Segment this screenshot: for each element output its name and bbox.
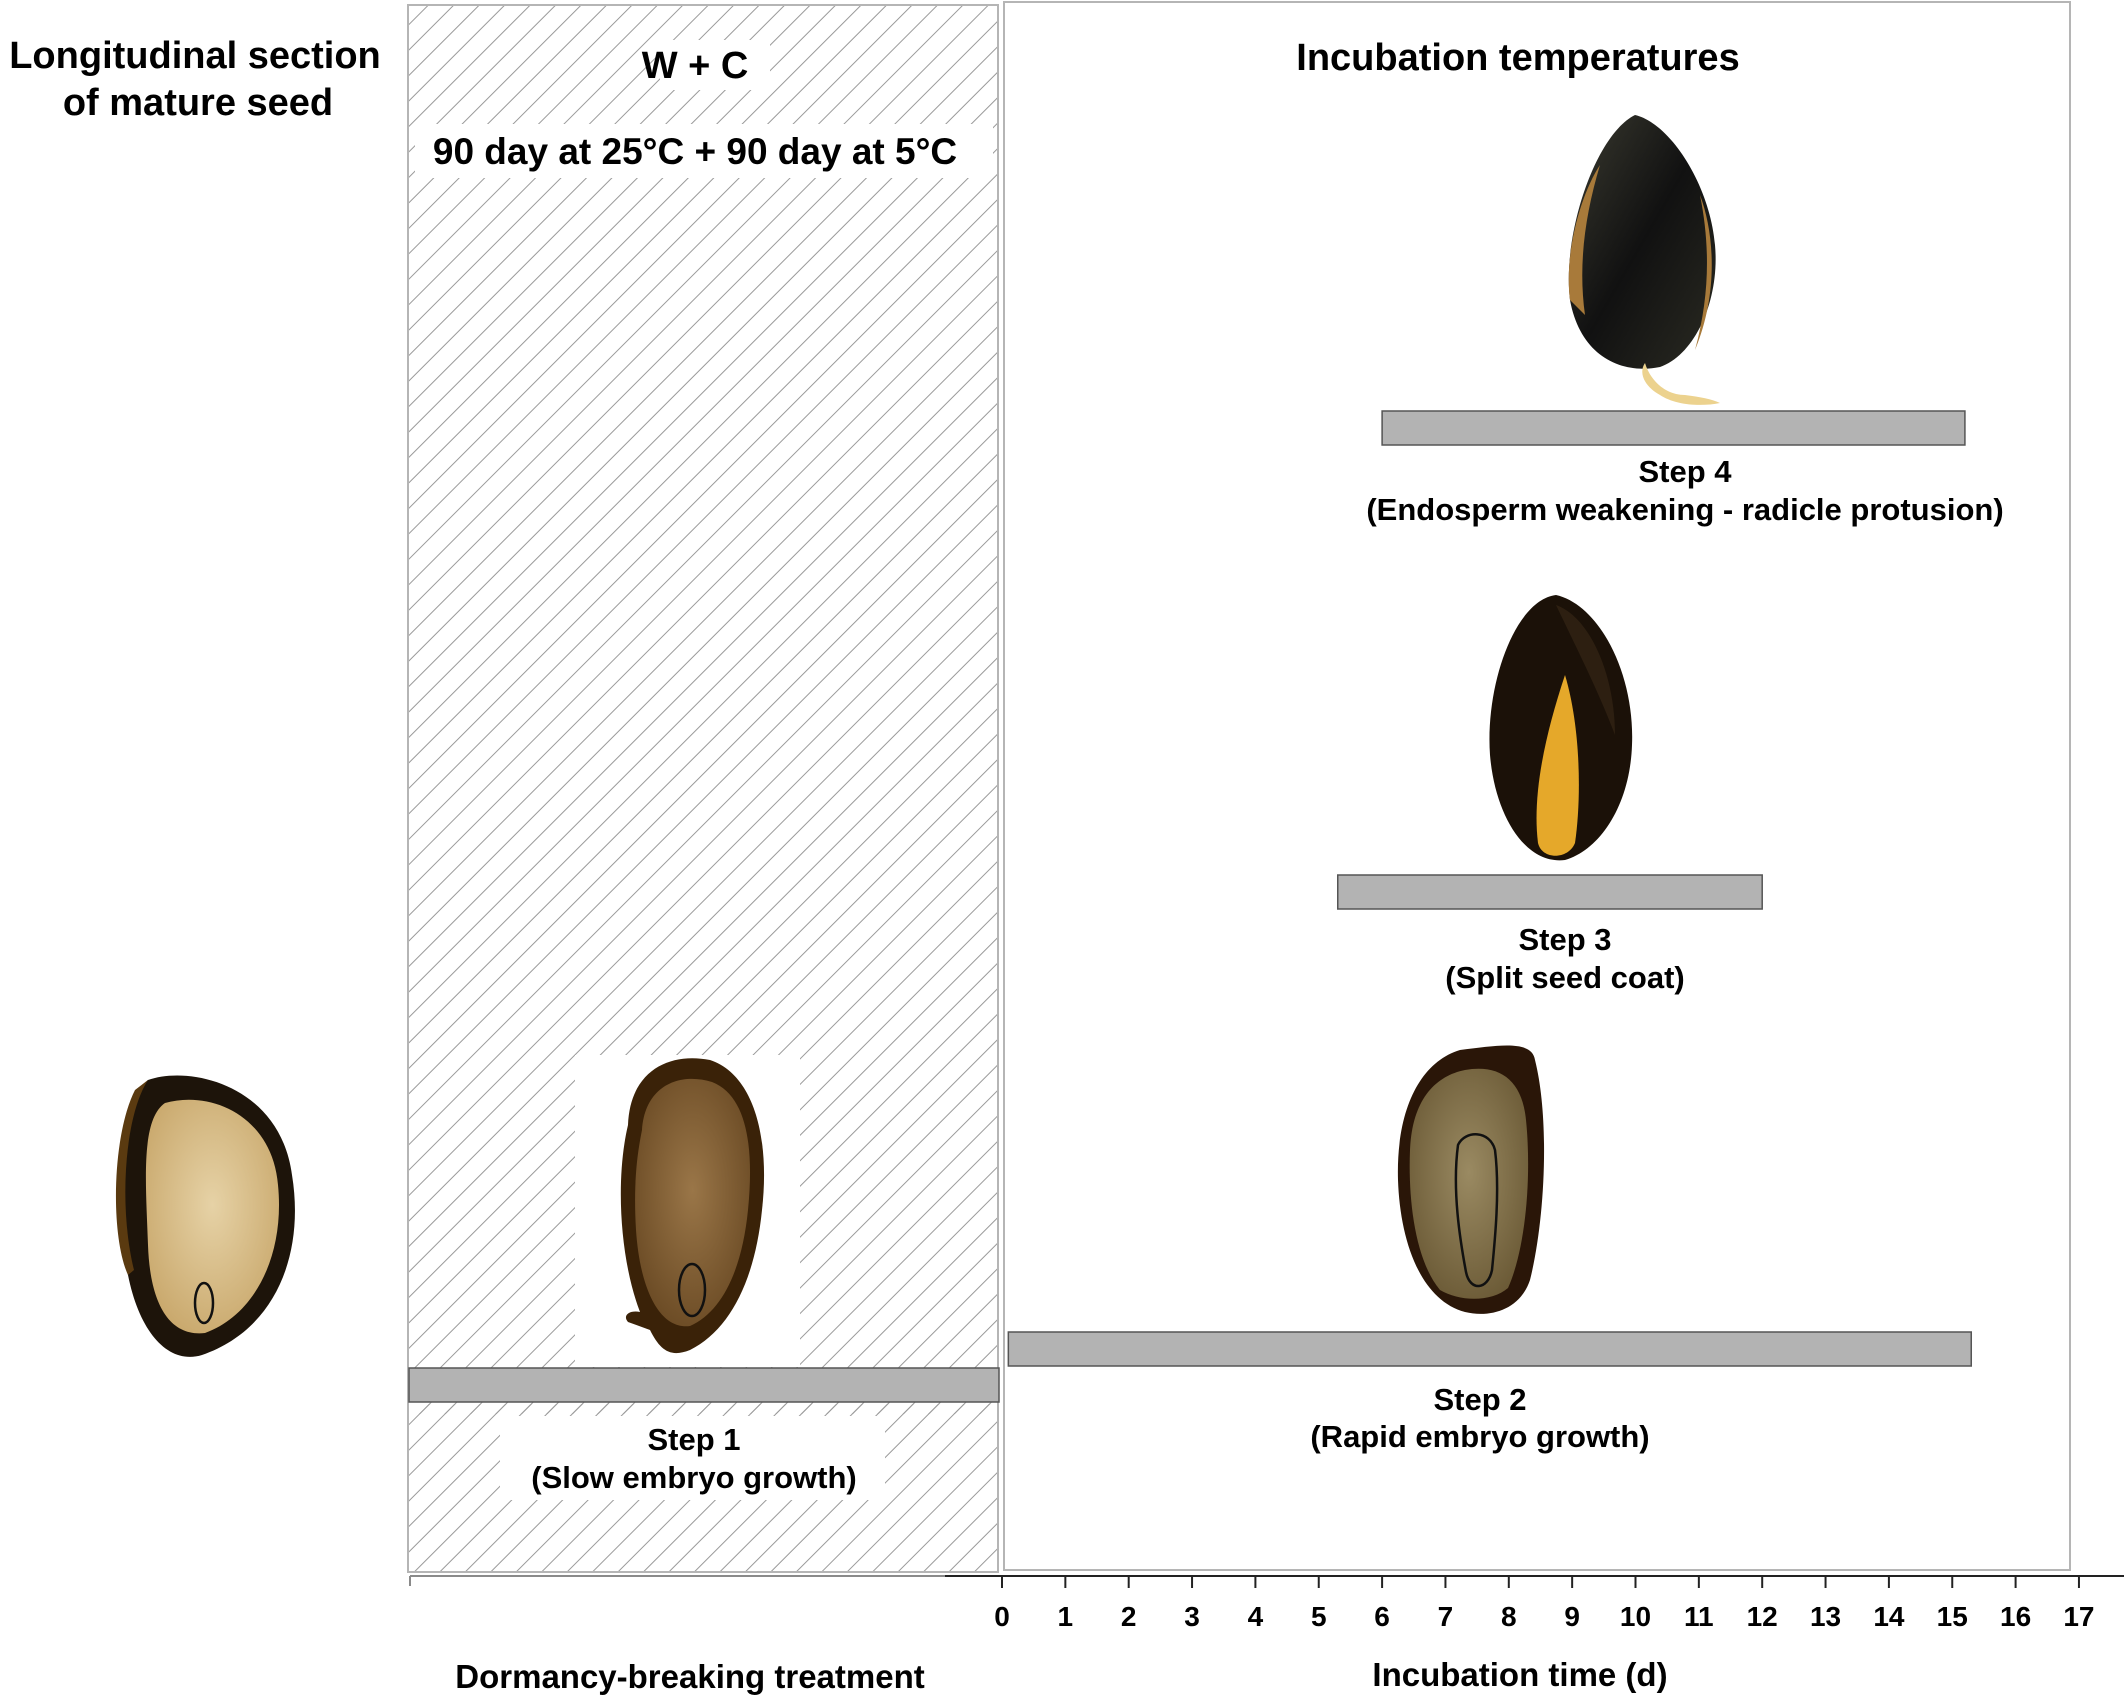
- axis-tick-label: 4: [1248, 1601, 1264, 1632]
- step2-seed-section-image: [1397, 1045, 1545, 1314]
- axis-tick-label: 9: [1564, 1601, 1580, 1632]
- axis-tick-label: 17: [2063, 1601, 2094, 1632]
- axis-tick-label: 6: [1374, 1601, 1390, 1632]
- step4-desc: (Endosperm weakening - radicle protusion…: [1366, 492, 2003, 527]
- axis-tick-label: 5: [1311, 1601, 1327, 1632]
- step3-title: Step 3: [1518, 922, 1611, 957]
- axis-tick-label: 7: [1438, 1601, 1454, 1632]
- axis-tick-label: 13: [1810, 1601, 1841, 1632]
- step1-seed-section-image: [620, 1058, 765, 1354]
- treatment-detail: 90 day at 25°C + 90 day at 5°C: [433, 131, 957, 172]
- stage-bars: [1007, 410, 1973, 1367]
- step2-desc: (Rapid embryo growth): [1310, 1419, 1649, 1454]
- axis-tick-label: 8: [1501, 1601, 1517, 1632]
- axis-tick-label: 14: [1873, 1601, 1905, 1632]
- axis-tick-label: 3: [1184, 1601, 1200, 1632]
- incubation-heading: Incubation temperatures: [1296, 37, 1739, 79]
- step3-split-seed-image: [1489, 595, 1633, 861]
- step4-bar: [1381, 410, 1966, 446]
- axis-tick-label: 10: [1620, 1601, 1651, 1632]
- axis-tick-label: 2: [1121, 1601, 1137, 1632]
- step1-title: Step 1: [647, 1422, 740, 1457]
- axis-tick-label: 1: [1058, 1601, 1074, 1632]
- heading-mature-seed-line2: of mature seed: [63, 82, 333, 124]
- step2-title: Step 2: [1433, 1382, 1526, 1417]
- step1-bar: [408, 1367, 1000, 1403]
- heading-mature-seed-line1: Longitudinal section: [9, 35, 381, 77]
- heading-mature-seed: Longitudinal section of mature seed: [9, 35, 381, 124]
- step4-title: Step 4: [1638, 454, 1732, 489]
- step3-desc: (Split seed coat): [1445, 960, 1684, 995]
- step3-bar: [1337, 874, 1763, 910]
- axis-tick-label: 16: [2000, 1601, 2031, 1632]
- step4-germinating-seed-image: [1568, 115, 1720, 405]
- step1-desc: (Slow embryo growth): [531, 1460, 857, 1495]
- axis-label-incubation: Incubation time (d): [1372, 1656, 1667, 1693]
- axis-tick-label: 15: [1937, 1601, 1968, 1632]
- axis-tick-label: 0: [994, 1601, 1010, 1632]
- treatment-name: W + C: [642, 45, 749, 87]
- step2-bar: [1007, 1331, 1973, 1367]
- axis-tick-label: 11: [1684, 1601, 1714, 1632]
- mature-seed-section-image: [115, 1075, 295, 1357]
- time-axis: 0 1 2 3 4 5 6 7 8 9 10 11 12 13 14 15 16 17: [409, 1575, 2124, 1632]
- axis-label-treatment: Dormancy-breaking treatment: [455, 1658, 924, 1695]
- axis-tick-label: 12: [1747, 1601, 1778, 1632]
